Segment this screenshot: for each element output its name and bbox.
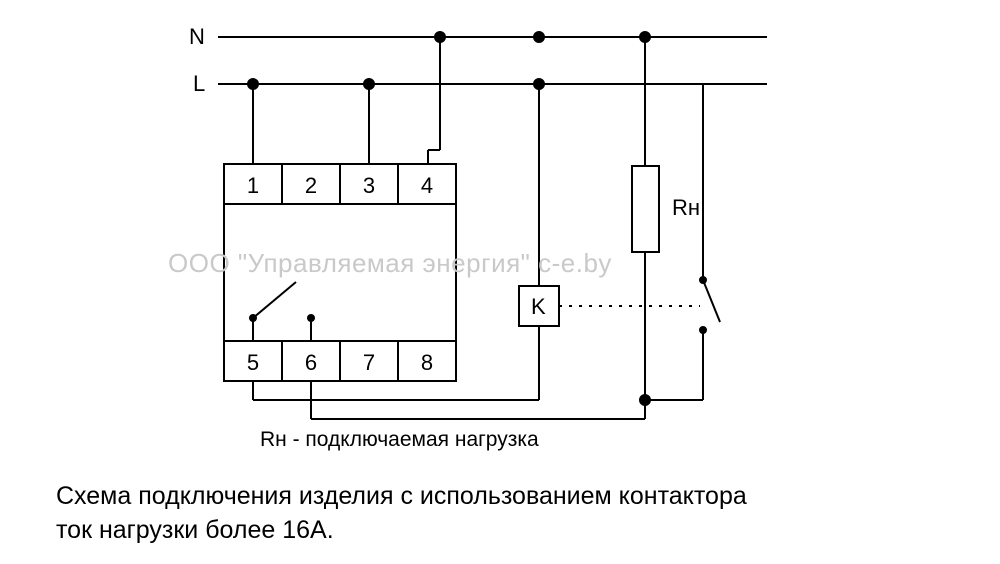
neutral-label: N (189, 24, 205, 50)
terminal-3: 3 (354, 173, 384, 199)
caption-line1: Схема подключения изделия с использовани… (56, 480, 747, 514)
watermark-text: ООО "Управляемая энергия" c-e.by (168, 248, 612, 279)
contactor-label: K (531, 294, 546, 320)
note-text: Rн - подключаемая нагрузка (260, 428, 539, 452)
terminal-5: 5 (238, 350, 268, 376)
caption-line2: ток нагрузки более 16А. (56, 514, 334, 548)
terminal-6: 6 (296, 350, 326, 376)
terminal-4: 4 (412, 173, 442, 199)
wiring-diagram: ООО "Управляемая энергия" c-e.by (0, 0, 1000, 564)
terminal-1: 1 (238, 173, 268, 199)
terminal-8: 8 (412, 350, 442, 376)
load-label: Rн (672, 195, 700, 221)
live-label: L (193, 71, 205, 97)
terminal-7: 7 (354, 350, 384, 376)
terminal-2: 2 (296, 173, 326, 199)
